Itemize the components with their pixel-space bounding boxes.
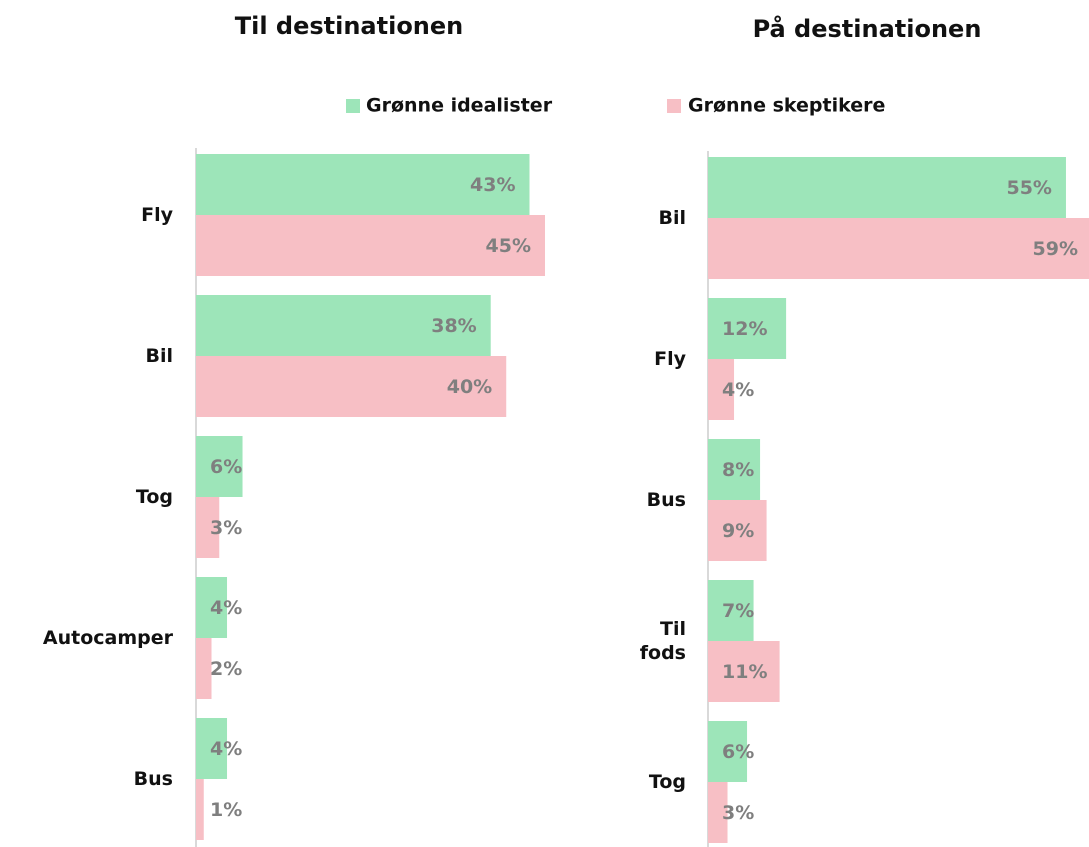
bar: Grønne skeptikere (708, 782, 728, 843)
bar: Grønne skeptikere (196, 779, 204, 840)
data-label: 40% (447, 376, 492, 398)
data-label: 12% (722, 318, 767, 340)
data-label: 7% (722, 600, 754, 622)
bar: Grønne skeptikere (196, 497, 220, 558)
bar: Grønne idealister (196, 154, 530, 215)
data-label: 6% (722, 741, 754, 763)
chart-title: På destinationen (753, 14, 982, 43)
bar: Grønne idealister (196, 436, 243, 497)
bar: Grønne idealister (196, 718, 228, 779)
bar: Grønne skeptikere (708, 641, 780, 702)
category-label: Tog (135, 486, 173, 508)
bar: Grønne skeptikere (196, 215, 545, 276)
bar: Grønne skeptikere (708, 359, 735, 420)
bar: Grønne skeptikere (708, 500, 767, 561)
bar: Grønne idealister (708, 439, 761, 500)
legend-label: Grønne skeptikere (688, 95, 885, 117)
category-label: Fly (654, 348, 686, 370)
data-label: 4% (210, 738, 242, 760)
bar: Grønne idealister (708, 298, 787, 359)
data-label: 2% (210, 658, 242, 680)
data-label: 1% (210, 799, 242, 821)
bar: Grønne skeptikere (196, 356, 507, 417)
category-label: Bil (145, 345, 173, 367)
data-label: 45% (486, 235, 531, 257)
category-label: Bil (658, 207, 686, 229)
bar: Grønne skeptikere (196, 638, 212, 699)
bar: Grønne idealister (708, 157, 1066, 218)
category-label: Til fods (639, 618, 686, 664)
bar: Grønne idealister (708, 721, 748, 782)
legend-swatch (667, 99, 681, 113)
data-label: 43% (470, 174, 515, 196)
category-label: Autocamper (42, 627, 173, 649)
category-label: Fly (141, 204, 173, 226)
data-label: 38% (431, 315, 476, 337)
data-label: 4% (722, 379, 754, 401)
data-label: 9% (722, 520, 754, 542)
bar: Grønne idealister (708, 580, 754, 641)
data-label: 3% (210, 517, 242, 539)
category-label: Tog (648, 771, 686, 793)
data-label: 3% (722, 802, 754, 824)
data-label: 55% (1006, 177, 1051, 199)
bar: Grønne skeptikere (708, 218, 1089, 279)
bar: Grønne idealister (196, 577, 228, 638)
data-label: 11% (722, 661, 767, 683)
data-label: 6% (210, 456, 242, 478)
data-label: 59% (1033, 238, 1078, 260)
category-label: Bus (133, 768, 173, 790)
legend-label: Grønne idealister (366, 95, 553, 117)
data-label: 4% (210, 597, 242, 619)
chart-title: Til destinationen (235, 12, 464, 40)
legend-swatch (346, 99, 360, 113)
data-label: 8% (722, 459, 754, 481)
bar: Grønne idealister (196, 295, 491, 356)
category-label: Bus (646, 489, 686, 511)
